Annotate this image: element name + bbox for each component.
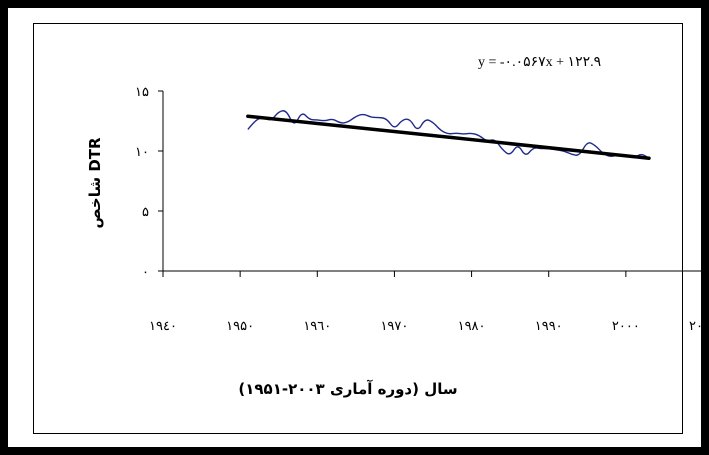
y-tick-label: ۱۵ [135, 85, 149, 100]
trendline-equation: y = -۰.۰۵۶۷x + ۱۲۲.۹ [478, 55, 601, 70]
x-tick-label: ۱۹٤۰ [149, 319, 177, 334]
x-tick-label: ۱۹۹۰ [535, 319, 563, 334]
x-axis-title: سال (دوره آماری ۲۰۰۳-۱۹۵۱) [238, 380, 457, 398]
plot-frame [33, 23, 683, 434]
tick-labels: ۰ ۵ ۱۰ ۱۵ ۱۹٤۰ ۱۹۵۰ ۱۹٦۰ ۱۹۷۰ ۱۹۸۰ ۱۹۹۰ ۲۰۰۰ ۲۰۱۰ [135, 85, 701, 334]
y-tick-label: ۵ [142, 205, 149, 220]
data-marks [246, 110, 651, 160]
x-tick-label: ۲۰۱۰ [689, 319, 701, 334]
x-tick-label: ۱۹۸۰ [458, 319, 486, 334]
trendline [246, 114, 651, 160]
chart-svg: y = -۰.۰۵۶۷x + ۱۲۲.۹ ۰ ۵ ۱۰ ۱۵ ۱۹٤۰ ۱۹۵۰ ۱۹٦۰ ۱… [86, 55, 701, 398]
axes [158, 90, 701, 277]
y-tick-label: ۱۰ [135, 145, 149, 160]
dtr-series-line [247, 110, 650, 159]
x-tick-label: ۱۹٦۰ [303, 319, 331, 334]
x-tick-label: ۲۰۰۰ [612, 319, 640, 334]
y-axis-title: شاخص DTR [86, 137, 104, 229]
x-tick-label: ۱۹۵۰ [226, 319, 254, 334]
y-tick-label: ۰ [142, 265, 149, 280]
chart-area: y = -۰.۰۵۶۷x + ۱۲۲.۹ ۰ ۵ ۱۰ ۱۵ ۱۹٤۰ ۱۹۵۰ ۱۹٦۰ ۱… [8, 8, 701, 447]
x-tick-label: ۱۹۷۰ [380, 319, 408, 334]
